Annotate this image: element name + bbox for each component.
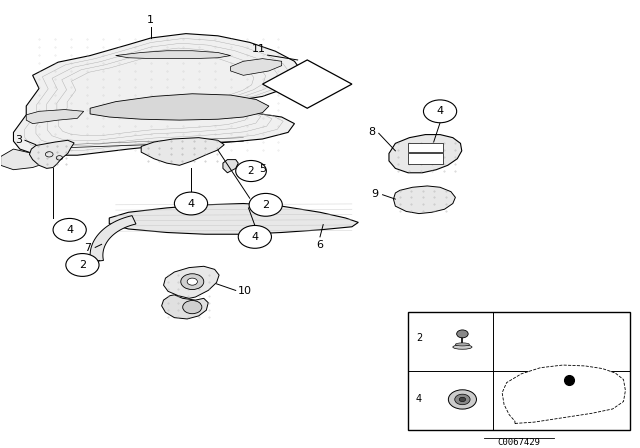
Text: 11: 11 (252, 44, 266, 54)
Circle shape (460, 397, 466, 402)
Polygon shape (13, 34, 301, 155)
Text: C0067429: C0067429 (498, 438, 541, 447)
Circle shape (182, 301, 202, 314)
Polygon shape (90, 94, 269, 120)
Polygon shape (262, 60, 352, 108)
Text: 6: 6 (317, 241, 323, 250)
Circle shape (449, 390, 476, 409)
Polygon shape (90, 215, 136, 262)
Circle shape (424, 100, 457, 123)
Polygon shape (26, 110, 84, 124)
Circle shape (457, 330, 468, 338)
Text: 4: 4 (416, 394, 422, 405)
Polygon shape (109, 203, 358, 234)
Text: 2: 2 (262, 200, 269, 210)
Polygon shape (29, 140, 74, 168)
Text: 4: 4 (252, 232, 259, 242)
Text: 2: 2 (79, 260, 86, 270)
Text: 10: 10 (238, 286, 252, 296)
Text: 5: 5 (259, 164, 266, 174)
Circle shape (66, 254, 99, 276)
Circle shape (236, 160, 266, 181)
Ellipse shape (456, 343, 469, 346)
Text: 9: 9 (372, 190, 379, 199)
Polygon shape (141, 138, 224, 165)
Polygon shape (502, 365, 625, 423)
Circle shape (249, 194, 282, 216)
Polygon shape (116, 51, 230, 59)
Circle shape (174, 192, 207, 215)
Circle shape (180, 274, 204, 289)
Text: 7: 7 (84, 243, 92, 253)
Polygon shape (162, 295, 208, 319)
Text: 4: 4 (188, 198, 195, 208)
Polygon shape (389, 134, 462, 173)
Polygon shape (394, 186, 456, 214)
Text: 4: 4 (436, 106, 444, 116)
Circle shape (455, 394, 470, 405)
Circle shape (238, 225, 271, 248)
Circle shape (53, 219, 86, 241)
Polygon shape (230, 59, 282, 75)
Polygon shape (164, 266, 219, 298)
Text: 2: 2 (248, 166, 254, 176)
Text: 3: 3 (15, 135, 22, 145)
Bar (408, 312, 630, 430)
Text: 2: 2 (416, 333, 422, 343)
Text: 1: 1 (147, 15, 154, 25)
Circle shape (187, 278, 197, 285)
Text: 4: 4 (66, 225, 73, 235)
Bar (408, 153, 444, 164)
Text: 8: 8 (368, 127, 375, 138)
Polygon shape (223, 159, 238, 173)
Polygon shape (1, 149, 52, 170)
Bar (408, 143, 444, 152)
Ellipse shape (453, 345, 472, 349)
